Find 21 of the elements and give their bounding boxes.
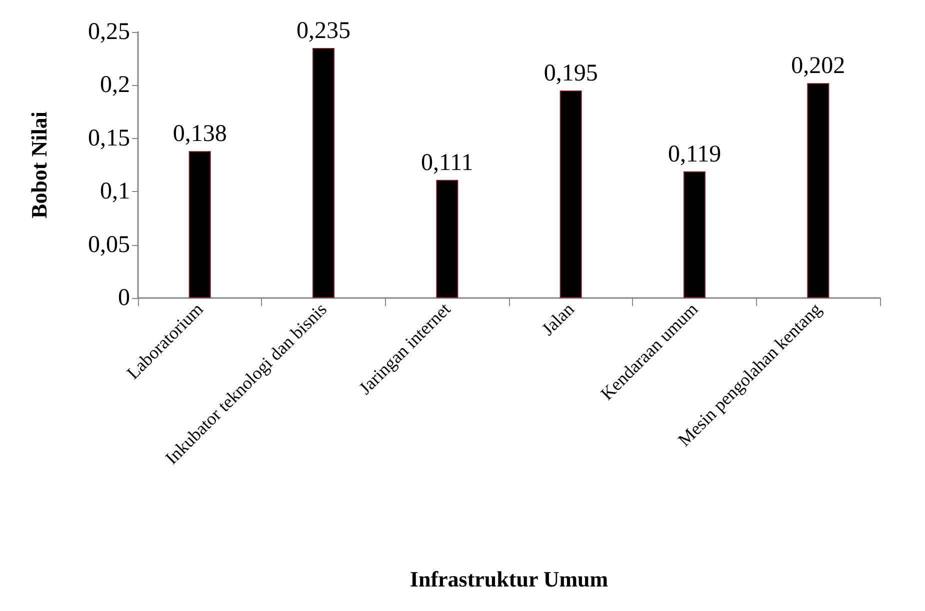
data-label: 0,138 xyxy=(172,121,227,148)
y-tick-label: 0,15 xyxy=(88,125,130,152)
bar xyxy=(807,83,830,298)
y-tick-label: 0,05 xyxy=(88,232,130,258)
data-label: 0,202 xyxy=(791,53,846,80)
y-tick-label: 0 xyxy=(118,285,130,311)
y-tick-label: 0,25 xyxy=(88,19,130,45)
bar xyxy=(436,180,458,298)
y-axis-title: Bobot Nilai xyxy=(26,112,52,218)
bar xyxy=(312,48,334,298)
bar xyxy=(684,171,706,298)
x-axis-title: Infrastruktur Umum xyxy=(410,566,608,592)
bar xyxy=(560,90,582,298)
x-tick-label: Jalan xyxy=(538,298,578,340)
data-label: 0,195 xyxy=(544,60,598,87)
y-tick-label: 0,1 xyxy=(100,178,130,205)
bar xyxy=(188,151,211,298)
data-label: 0,119 xyxy=(668,141,722,168)
y-tick-label: 0,2 xyxy=(100,72,130,98)
data-label: 0,235 xyxy=(296,18,350,44)
data-label: 0,111 xyxy=(421,150,474,176)
